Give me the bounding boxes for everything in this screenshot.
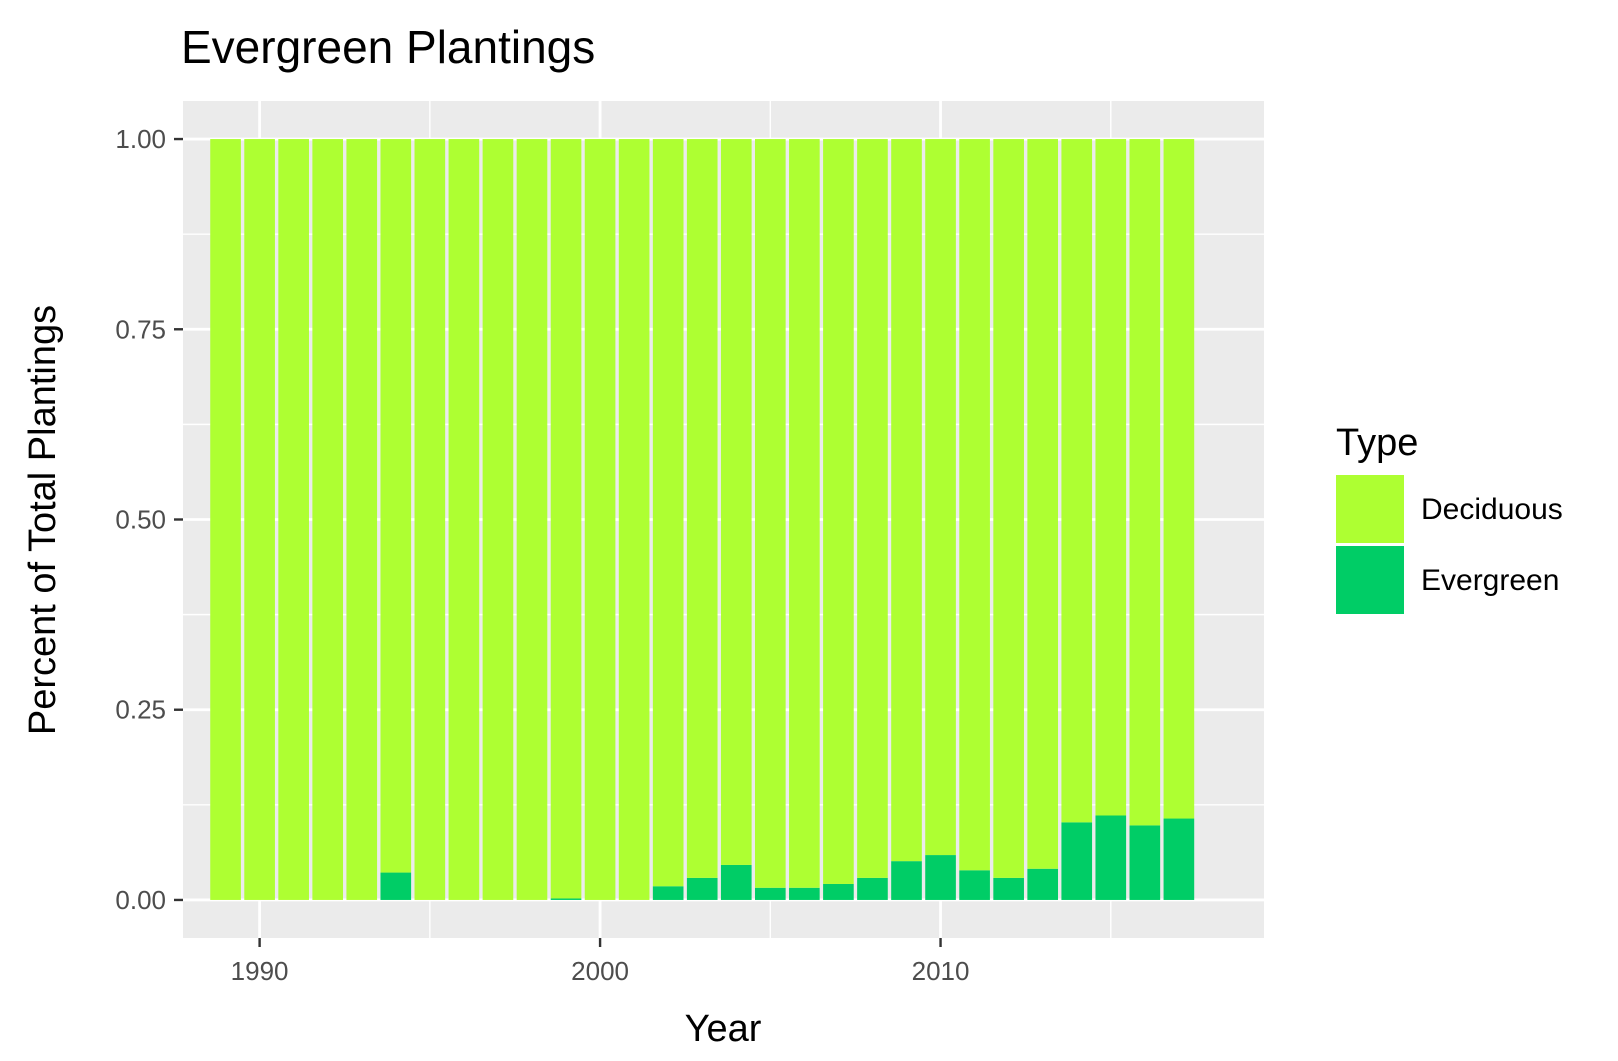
bar-evergreen-2014	[1061, 822, 1093, 900]
bar-deciduous-1996	[448, 139, 480, 900]
bar-evergreen-2002	[652, 886, 684, 900]
bar-evergreen-2004	[720, 864, 752, 900]
bar-deciduous-2010	[925, 139, 956, 856]
legend-label-deciduous: Deciduous	[1421, 493, 1563, 526]
bar-evergreen-2006	[789, 887, 820, 900]
bar-deciduous-2004	[720, 139, 752, 865]
bar-deciduous-2008	[857, 139, 888, 878]
bar-evergreen-2005	[754, 887, 786, 900]
bar-deciduous-2011	[959, 139, 990, 871]
bar-deciduous-2005	[754, 139, 786, 888]
legend-label-evergreen: Evergreen	[1421, 564, 1559, 597]
bar-deciduous-2001	[618, 139, 650, 900]
bar-deciduous-2000	[584, 139, 616, 900]
bar-deciduous-2006	[789, 139, 820, 888]
bar-deciduous-2012	[993, 139, 1024, 878]
x-axis: 1990 2000 2010	[231, 938, 970, 986]
legend-key-deciduous	[1336, 475, 1404, 543]
y-tick-label: 0.50	[115, 505, 166, 535]
bar-evergreen-2003	[686, 877, 718, 900]
bar-deciduous-2014	[1061, 139, 1093, 823]
legend-key-evergreen	[1336, 546, 1404, 614]
bar-deciduous-2002	[652, 139, 684, 887]
x-tick-label: 1990	[231, 956, 289, 986]
bar-deciduous-1990	[244, 139, 275, 900]
bar-deciduous-2017	[1163, 139, 1195, 819]
bar-evergreen-2016	[1129, 825, 1161, 900]
bar-deciduous-2015	[1095, 139, 1127, 816]
bar-deciduous-1998	[516, 139, 548, 900]
bar-deciduous-1995	[414, 139, 446, 900]
bar-deciduous-2007	[823, 139, 854, 884]
bar-deciduous-1999	[550, 139, 582, 899]
x-tick-label: 2000	[571, 956, 629, 986]
bar-deciduous-2009	[891, 139, 922, 862]
bar-deciduous-1993	[346, 139, 378, 900]
bar-deciduous-1991	[278, 139, 309, 900]
y-axis-title: Percent of Total Plantings	[22, 305, 64, 735]
legend-title: Type	[1336, 422, 1418, 464]
bar-deciduous-1992	[312, 139, 344, 900]
chart-title: Evergreen Plantings	[181, 21, 595, 73]
bar-evergreen-2015	[1095, 815, 1127, 900]
y-tick-label: 1.00	[115, 124, 166, 154]
bar-evergreen-1994	[380, 872, 412, 900]
bar-evergreen-2017	[1163, 818, 1195, 900]
y-axis: 0.00 0.25 0.50 0.75 1.00	[115, 124, 183, 915]
bar-evergreen-2012	[993, 877, 1024, 900]
bar-deciduous-1997	[482, 139, 514, 900]
bar-deciduous-2016	[1129, 139, 1161, 826]
bar-evergreen-2007	[823, 883, 854, 900]
bar-deciduous-1989	[210, 139, 241, 900]
bar-evergreen-2013	[1027, 868, 1059, 900]
bars	[210, 139, 1195, 900]
bar-deciduous-2003	[686, 139, 718, 878]
legend: Type Deciduous Evergreen	[1336, 422, 1563, 614]
bar-evergreen-2009	[891, 861, 922, 900]
y-tick-label: 0.75	[115, 314, 166, 344]
bar-deciduous-2013	[1027, 139, 1059, 869]
x-tick-label: 2010	[912, 956, 970, 986]
legend-entries: Deciduous Evergreen	[1336, 475, 1563, 614]
bar-evergreen-1999	[550, 898, 582, 900]
y-tick-label: 0.25	[115, 695, 166, 725]
y-tick-label: 0.00	[115, 885, 166, 915]
bar-evergreen-2008	[857, 877, 888, 900]
bar-evergreen-2011	[959, 870, 990, 900]
bar-deciduous-1994	[380, 139, 412, 873]
x-axis-title: Year	[685, 1008, 762, 1050]
bar-evergreen-2010	[925, 855, 956, 900]
